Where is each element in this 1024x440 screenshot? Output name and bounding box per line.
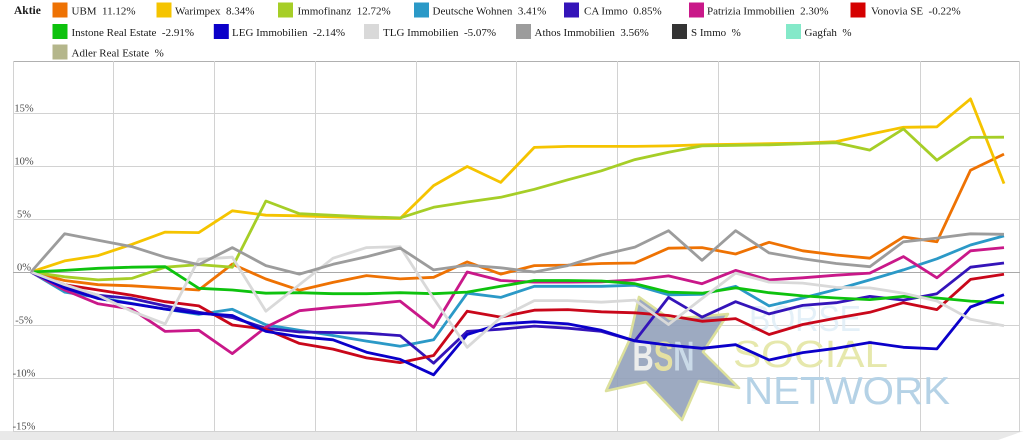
svg-text:Athos Immobilien 3.56%: Athos Immobilien 3.56% <box>535 27 649 39</box>
svg-text:-5%: -5% <box>15 316 33 327</box>
svg-text:Gagfah %: Gagfah % <box>805 27 852 39</box>
svg-text:Deutsche Wohnen 3.41%: Deutsche Wohnen 3.41% <box>433 5 547 17</box>
svg-text:UBM 11.12%: UBM 11.12% <box>72 5 136 17</box>
svg-text:-15%: -15% <box>13 422 36 433</box>
svg-text:Aktie: Aktie <box>14 5 41 17</box>
svg-text:Patrizia Immobilien 2.30%: Patrizia Immobilien 2.30% <box>707 5 829 17</box>
svg-text:Warimpex 8.34%: Warimpex 8.34% <box>175 5 254 17</box>
svg-text:15%: 15% <box>14 104 34 115</box>
svg-text:Vonovia SE -0.22%: Vonovia SE -0.22% <box>871 5 961 17</box>
svg-text:BSN: BSN <box>633 333 695 380</box>
svg-text:10%: 10% <box>14 157 34 168</box>
svg-text:Immofinanz 12.72%: Immofinanz 12.72% <box>298 5 391 17</box>
svg-text:CA Immo 0.85%: CA Immo 0.85% <box>584 5 662 17</box>
svg-text:5%: 5% <box>17 210 31 221</box>
svg-text:TLG Immobilien -5.07%: TLG Immobilien -5.07% <box>383 27 496 39</box>
svg-text:LEG Immobilien -2.14%: LEG Immobilien -2.14% <box>232 27 345 39</box>
svg-text:NETWORK: NETWORK <box>744 370 950 413</box>
svg-text:Instone Real Estate -2.91%: Instone Real Estate -2.91% <box>72 27 195 39</box>
svg-text:0%: 0% <box>17 263 31 274</box>
svg-text:S Immo %: S Immo % <box>691 27 741 39</box>
svg-text:Adler Real Estate %: Adler Real Estate % <box>72 47 164 59</box>
svg-text:-10%: -10% <box>13 369 36 380</box>
